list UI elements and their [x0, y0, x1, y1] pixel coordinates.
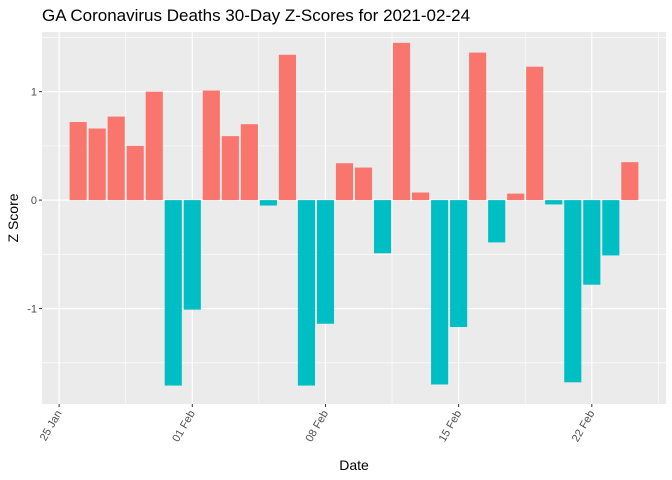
x-tick-label: 01 Feb: [170, 409, 198, 445]
bar-2021-02-03: [221, 136, 239, 201]
bar-2021-02-06: [278, 54, 296, 201]
y-tick-label: -1: [27, 304, 37, 316]
y-tick-label: 1: [31, 87, 37, 99]
bar-2021-02-21: [564, 200, 582, 383]
bar-2021-02-10: [354, 167, 373, 201]
bar-2021-01-26: [69, 122, 87, 201]
bar-2021-01-30: [145, 91, 163, 201]
bar-2021-02-14: [431, 200, 449, 385]
x-tick-label: 15 Feb: [437, 409, 465, 445]
chart-title: GA Coronavirus Deaths 30-Day Z-Scores fo…: [42, 6, 470, 25]
bar-2021-02-24: [621, 162, 639, 201]
bar-2021-02-18: [507, 193, 525, 201]
x-tick-label: 22 Feb: [570, 409, 598, 445]
bar-2021-02-20: [545, 200, 563, 205]
x-axis-label: Date: [339, 457, 369, 473]
bar-2021-02-15: [450, 200, 468, 327]
bar-2021-02-04: [240, 124, 258, 201]
bar-2021-02-11: [373, 200, 392, 254]
y-axis: -1 0 1: [27, 87, 42, 316]
bar-2021-01-28: [107, 116, 125, 201]
x-axis: 25 Jan 01 Feb 08 Feb 15 Feb 22 Feb: [38, 404, 598, 445]
bar-2021-01-27: [88, 128, 106, 201]
bar-2021-02-23: [602, 200, 620, 256]
x-tick-label: 25 Jan: [38, 409, 65, 444]
bar-2021-02-09: [335, 163, 354, 201]
bar-2021-02-13: [412, 192, 430, 201]
bar-2021-02-07: [297, 200, 315, 386]
bar-2021-01-29: [126, 145, 144, 201]
y-tick-label: 0: [31, 195, 37, 207]
bar-2021-02-05: [259, 200, 277, 206]
y-axis-label: Z Score: [5, 193, 21, 242]
bar-2021-02-16: [469, 52, 487, 201]
bar-2021-01-31: [164, 200, 182, 386]
bar-2021-02-01: [183, 200, 201, 310]
x-tick-label: 08 Feb: [304, 409, 332, 445]
bar-2021-02-08: [316, 200, 335, 324]
bar-2021-02-22: [583, 200, 601, 285]
bar-series: [69, 42, 639, 386]
bar-2021-02-12: [393, 42, 411, 201]
bar-2021-02-17: [488, 200, 506, 243]
bar-2021-02-19: [526, 66, 544, 201]
bar-2021-02-02: [202, 90, 220, 201]
